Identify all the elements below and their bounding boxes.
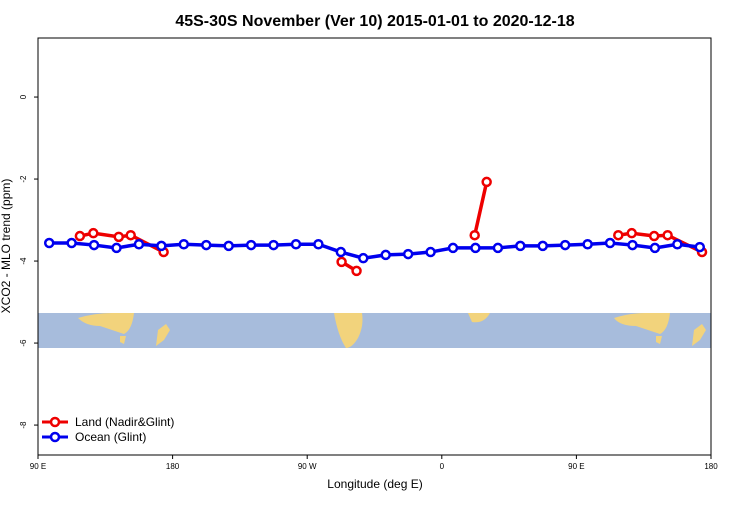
data-point [178,238,190,250]
chart-title: 45S-30S November (Ver 10) 2015-01-01 to … [175,13,574,30]
data-point [627,239,638,251]
data-point [43,237,55,249]
x-tick-label: 90 E [30,462,46,471]
data-point [662,229,673,241]
x-tick-label: 90 E [568,462,584,471]
legend-marker [49,431,61,443]
data-point [648,230,660,242]
data-point [268,239,279,251]
data-point [492,242,504,254]
data-point [336,256,347,268]
data-point [672,238,683,250]
data-point [156,240,167,252]
data-point [380,249,391,261]
x-tick-label: 180 [704,462,718,471]
data-point [125,229,136,241]
x-axis-label: Longitude (deg E) [327,477,422,491]
data-point [559,239,571,251]
data-point [113,231,125,243]
x-tick-label: 0 [440,462,445,471]
data-point [313,238,324,250]
x-tick-label: 180 [166,462,180,471]
y-tick-label: -4 [19,257,28,265]
data-point [358,252,369,264]
legend-label: Ocean (Glint) [75,430,146,444]
data-point [447,242,459,254]
plot-frame [37,37,712,456]
data-point [694,241,706,253]
data-point [470,242,481,254]
data-point [201,239,212,251]
data-point [481,176,492,188]
data-point [133,238,145,250]
legend-marker [49,416,61,428]
data-point [604,237,616,249]
y-axis-label: XCO2 - MLO trend (ppm) [0,179,13,314]
y-tick-label: -6 [19,339,28,347]
data-point [402,248,414,260]
data-point [469,229,480,241]
data-point [626,227,637,239]
x-tick-label: 90 W [298,462,317,471]
data-point [351,265,362,277]
data-point [88,227,99,239]
data-point [111,242,122,254]
y-tick-label: -2 [19,175,28,183]
data-point [537,240,548,252]
data-point [290,238,302,250]
data-point [223,240,234,252]
legend-label: Land (Nadir&Glint) [75,415,174,429]
data-point [613,229,624,241]
data-point [515,240,526,252]
series-line [472,181,489,236]
series-line [49,241,701,260]
data-point [74,230,86,242]
data-point [425,246,436,258]
data-point [335,246,347,258]
data-point [66,237,77,249]
data-point [649,242,661,254]
data-point [88,239,100,251]
data-point [245,239,257,251]
data-point [582,238,593,250]
map-band [38,313,711,348]
y-tick-label: 0 [19,94,28,99]
y-tick-label: -8 [19,421,28,429]
